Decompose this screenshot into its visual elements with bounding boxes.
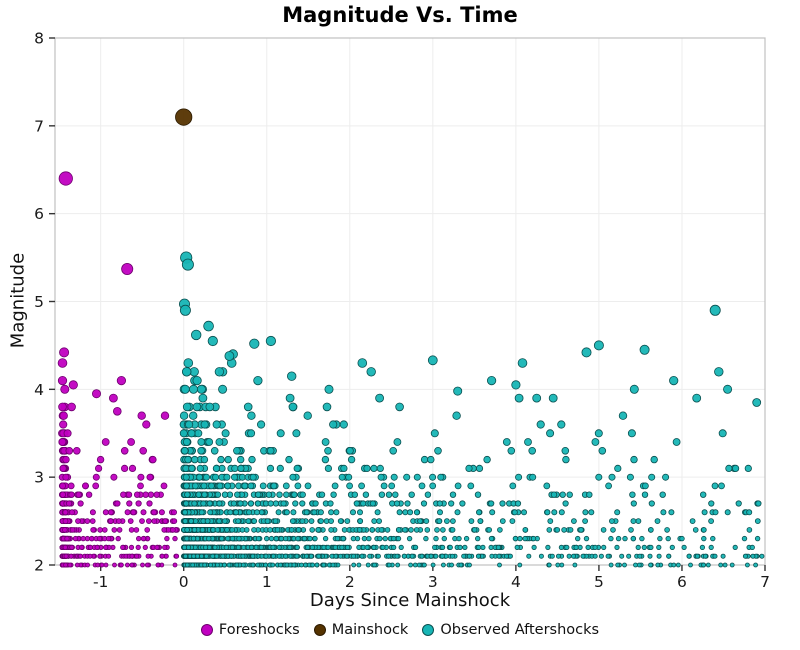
- svg-text:7: 7: [760, 573, 770, 591]
- legend-label-mainshock: Mainshock: [331, 622, 409, 638]
- y-axis-label: Magnitude: [7, 252, 29, 349]
- svg-text:2: 2: [34, 557, 44, 575]
- svg-text:3: 3: [34, 469, 44, 487]
- svg-text:1: 1: [262, 573, 272, 591]
- svg-text:5: 5: [594, 573, 604, 591]
- chart-title: Magnitude Vs. Time: [282, 3, 518, 27]
- legend-item-mainshock: Mainshock: [313, 622, 409, 638]
- aftershocks-marker-icon: [422, 624, 435, 636]
- legend-label-aftershocks: Observed Aftershocks: [440, 622, 600, 638]
- x-axis-label: Days Since Mainshock: [309, 590, 511, 611]
- svg-text:8: 8: [34, 30, 44, 48]
- svg-text:0: 0: [179, 573, 189, 591]
- svg-text:6: 6: [677, 573, 687, 591]
- legend-item-aftershocks: Observed Aftershocks: [422, 622, 599, 638]
- svg-text:5: 5: [34, 293, 44, 311]
- svg-text:-1: -1: [93, 573, 108, 591]
- mainshock-marker-icon: [313, 624, 326, 636]
- svg-text:4: 4: [34, 381, 44, 399]
- svg-text:4: 4: [511, 573, 521, 591]
- foreshocks-marker-icon: [200, 624, 213, 636]
- svg-text:7: 7: [34, 117, 44, 135]
- svg-text:2: 2: [345, 573, 355, 591]
- svg-text:6: 6: [34, 205, 44, 223]
- chart-legend: Foreshocks Mainshock Observed Aftershock…: [0, 622, 800, 638]
- legend-item-foreshocks: Foreshocks: [200, 622, 300, 638]
- legend-label-foreshocks: Foreshocks: [218, 622, 300, 638]
- svg-text:3: 3: [428, 573, 438, 591]
